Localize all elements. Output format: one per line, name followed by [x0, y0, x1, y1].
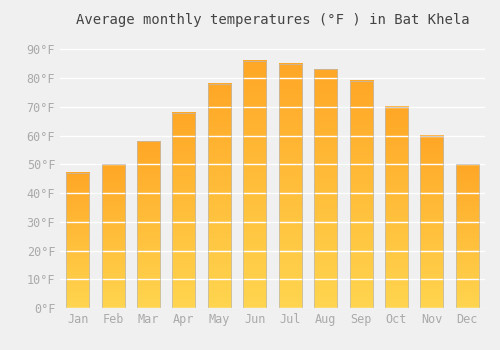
Bar	[244, 61, 266, 308]
Bar	[385, 107, 408, 308]
Bar	[102, 164, 124, 308]
Bar	[137, 141, 160, 308]
Title: Average monthly temperatures (°F ) in Bat Khela: Average monthly temperatures (°F ) in Ba…	[76, 13, 469, 27]
Bar	[208, 84, 231, 308]
Bar	[350, 81, 372, 308]
Bar	[278, 64, 301, 308]
Bar	[314, 70, 337, 308]
Bar	[420, 135, 444, 308]
Bar	[456, 164, 479, 308]
Bar	[66, 173, 89, 308]
Bar	[172, 113, 196, 308]
